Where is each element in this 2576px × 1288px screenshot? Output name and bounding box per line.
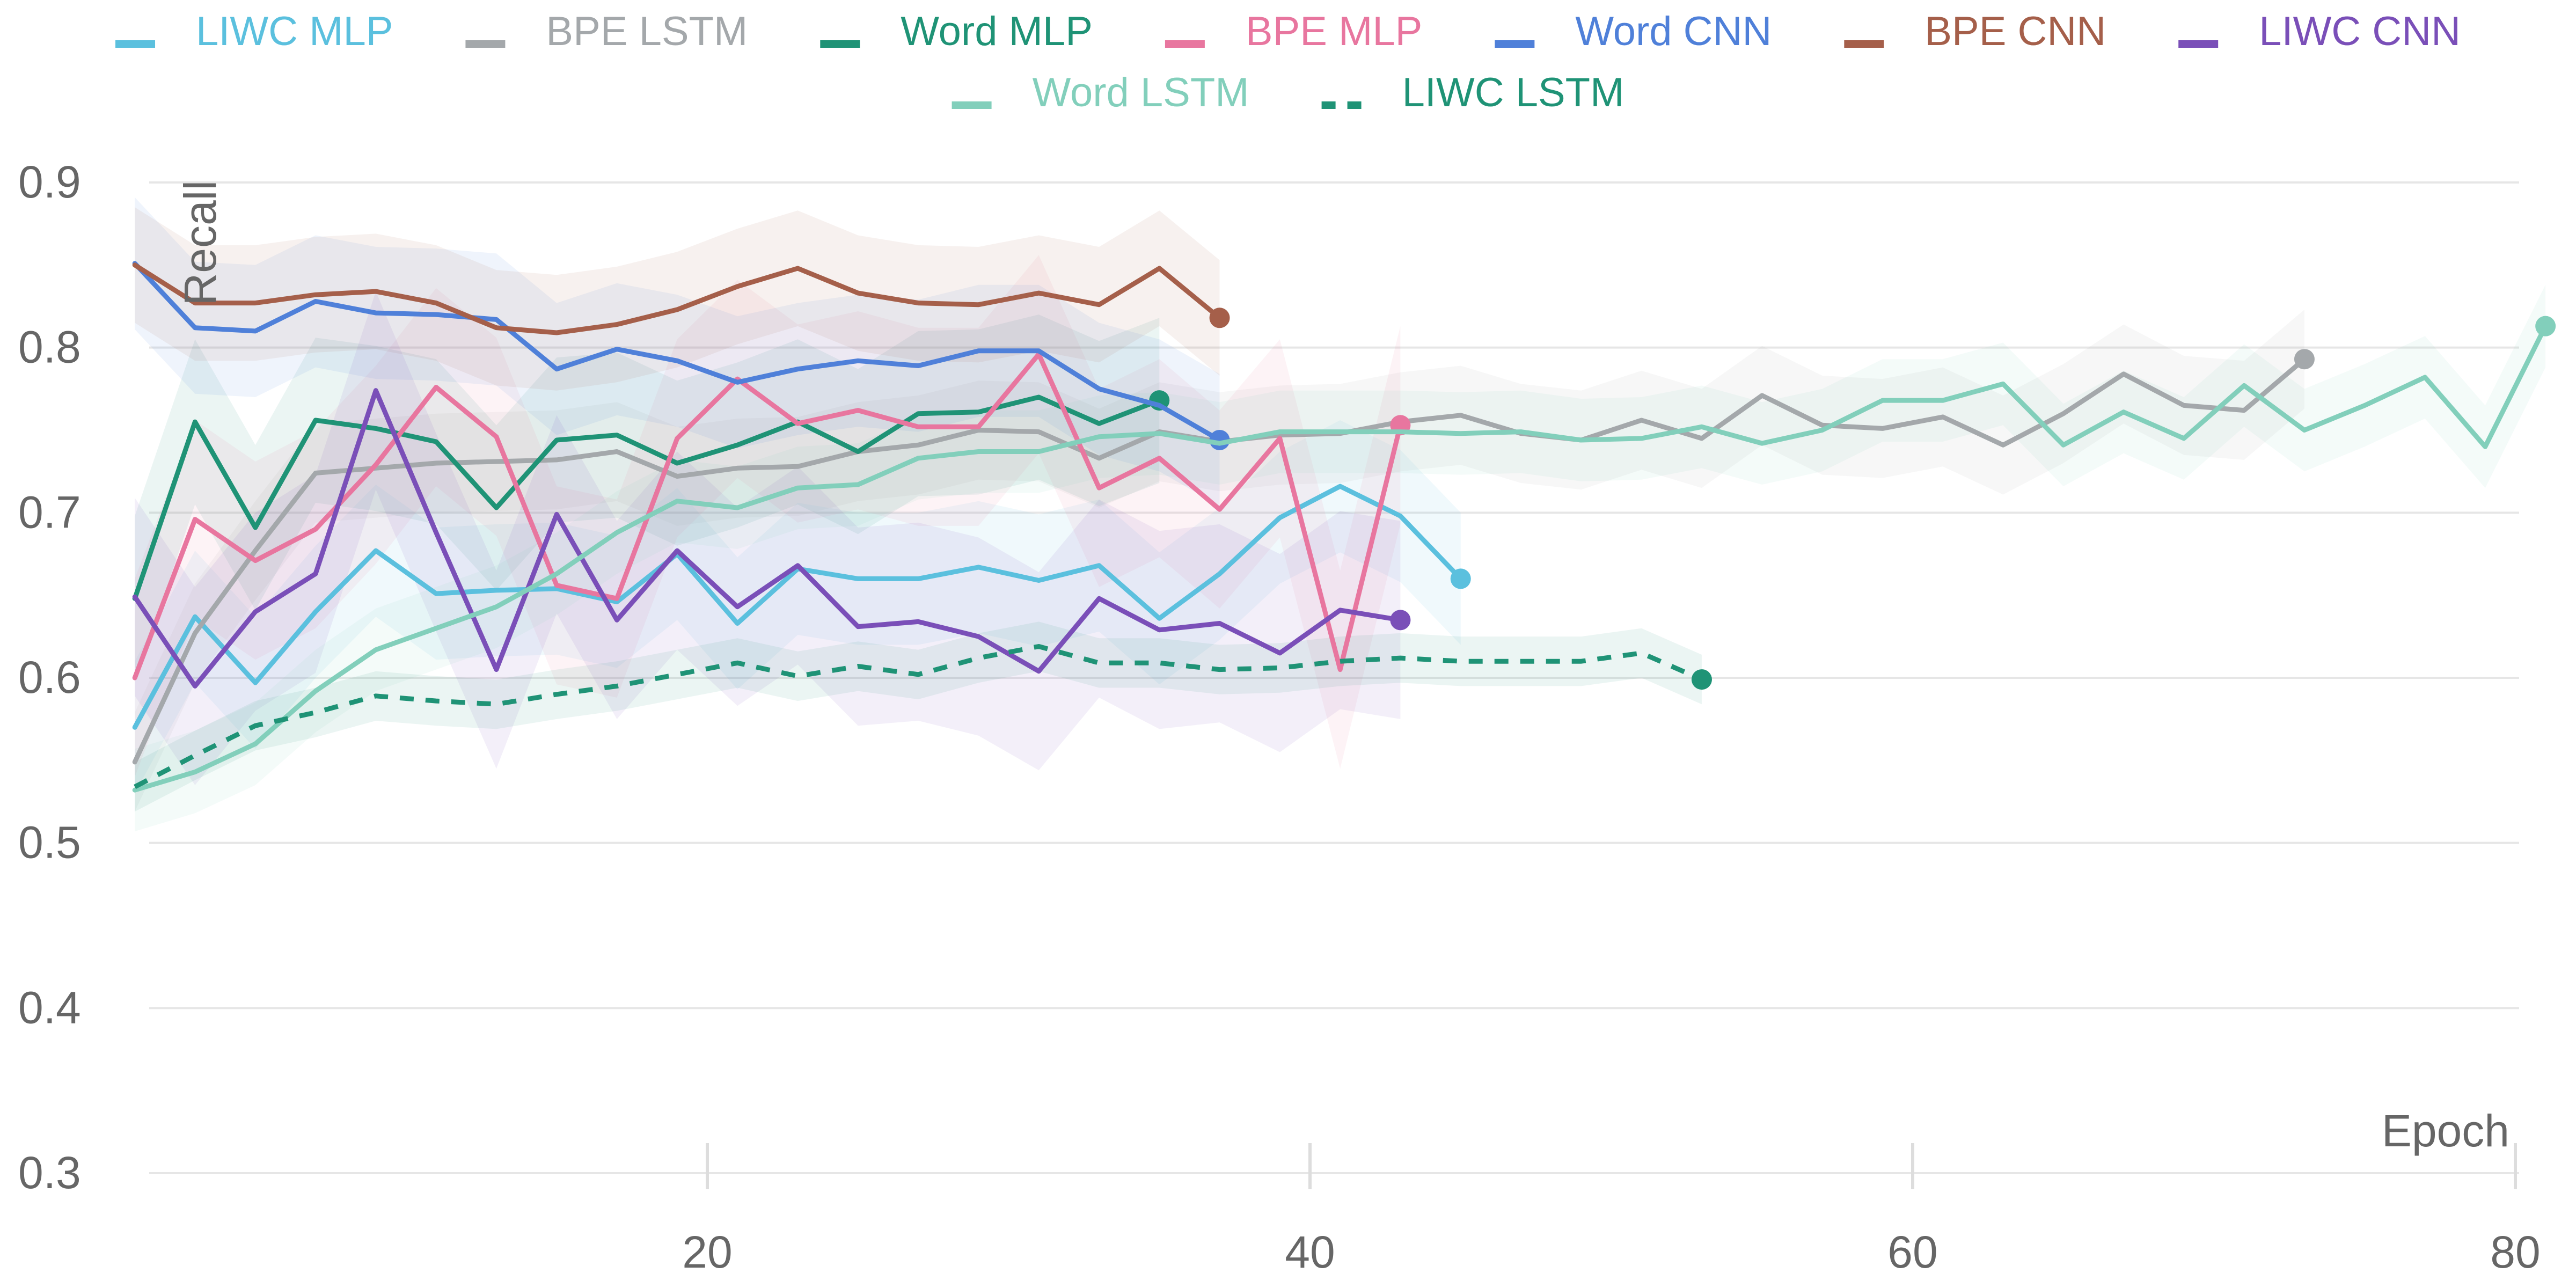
- legend-item[interactable]: LIWC LSTM: [1321, 70, 1624, 115]
- x-tick-label: 40: [1285, 1227, 1335, 1277]
- legend-label: LIWC MLP: [196, 9, 393, 54]
- legend-label: BPE LSTM: [546, 9, 748, 54]
- y-axis-title: Recall: [175, 180, 225, 305]
- series-line[interactable]: [134, 644, 1703, 789]
- series-endpoint-marker[interactable]: [1209, 308, 1230, 328]
- legend-label: Word MLP: [901, 9, 1093, 54]
- confidence-band: [135, 314, 1160, 682]
- y-tick-label: 0.4: [18, 982, 81, 1033]
- series-line[interactable]: [132, 261, 1222, 443]
- confidence-band: [135, 207, 1220, 391]
- y-tick-label: 0.7: [18, 487, 81, 537]
- confidence-band: [135, 621, 1702, 812]
- legend-item[interactable]: Word LSTM: [952, 70, 1249, 115]
- legend[interactable]: LIWC MLP BPE LSTM Word MLP BPE MLP Word CNN B…: [115, 9, 2461, 115]
- confidence-band: [135, 255, 1401, 777]
- confidence-band: [135, 291, 1401, 785]
- series-endpoint-marker[interactable]: [1390, 610, 1411, 631]
- x-tick-label: 20: [682, 1227, 732, 1277]
- grid-layer: [149, 181, 2519, 1174]
- confidence-band: [135, 284, 2546, 832]
- axes: 0.3 0.4 0.5 0.6 0.7 0.8 0.9 20 40 60 80 Epoch Recall: [18, 157, 2541, 1277]
- series-endpoint-marker[interactable]: [1450, 568, 1471, 589]
- legend-label: LIWC CNN: [2259, 9, 2461, 54]
- confidence-bands: [135, 197, 2546, 832]
- legend-label: BPE MLP: [1246, 9, 1422, 54]
- legend-label: Word LSTM: [1033, 70, 1249, 115]
- confidence-band: [135, 420, 1461, 794]
- series-line[interactable]: [132, 388, 1403, 689]
- legend-item[interactable]: Word CNN: [1495, 9, 1772, 54]
- series-lines: [132, 261, 2556, 793]
- y-tick-label: 0.6: [18, 652, 81, 702]
- legend-label: LIWC LSTM: [1402, 70, 1624, 115]
- series-endpoint-marker[interactable]: [2535, 316, 2556, 336]
- legend-item[interactable]: LIWC MLP: [115, 9, 393, 54]
- legend-label: Word CNN: [1575, 9, 1772, 54]
- legend-item[interactable]: BPE CNN: [1844, 9, 2106, 54]
- y-tick-label: 0.8: [18, 322, 81, 372]
- y-tick-label: 0.3: [18, 1147, 81, 1198]
- legend-item[interactable]: BPE LSTM: [465, 9, 748, 54]
- y-tick-label: 0.5: [18, 817, 81, 868]
- legend-item[interactable]: Word MLP: [820, 9, 1093, 54]
- y-tick-label: 0.9: [18, 157, 81, 207]
- series-line[interactable]: [132, 262, 1222, 335]
- series-endpoint-marker[interactable]: [2294, 349, 2315, 370]
- series-line[interactable]: [132, 352, 1403, 680]
- x-tick-label: 80: [2490, 1227, 2540, 1277]
- series-line[interactable]: [132, 394, 1162, 601]
- legend-label: BPE CNN: [1924, 9, 2106, 54]
- x-tick-label: 60: [1887, 1227, 1937, 1277]
- x-axis-title: Epoch: [2382, 1106, 2509, 1156]
- legend-item[interactable]: LIWC CNN: [2178, 9, 2461, 54]
- legend-item[interactable]: BPE MLP: [1165, 9, 1422, 54]
- confidence-band: [135, 197, 1220, 506]
- series-endpoint-marker[interactable]: [1691, 669, 1712, 690]
- series-endpoint-marker[interactable]: [1209, 429, 1230, 450]
- series-line[interactable]: [132, 324, 2548, 793]
